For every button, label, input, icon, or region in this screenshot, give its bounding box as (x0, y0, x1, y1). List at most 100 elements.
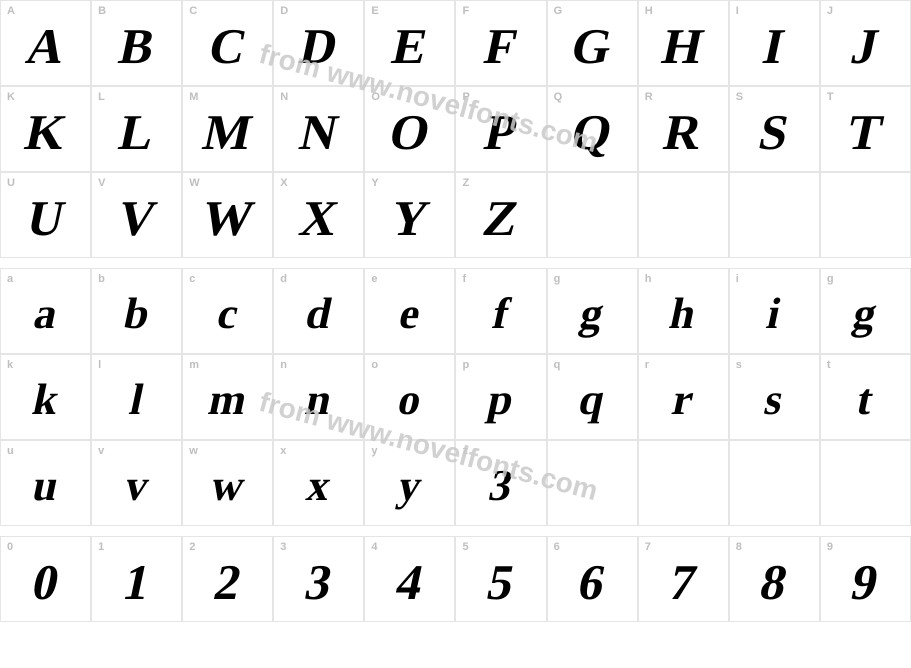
cell-label: v (98, 445, 105, 457)
cell-label: 0 (7, 541, 14, 553)
cell: UU (0, 172, 91, 258)
cell: qq (547, 354, 638, 440)
cell: uu (0, 440, 91, 526)
cell: z3 (455, 440, 546, 526)
cell-label: f (462, 273, 466, 285)
glyph: e (395, 292, 424, 336)
cell: 22 (182, 536, 273, 622)
cell: 99 (820, 536, 911, 622)
cell-label: 4 (371, 541, 378, 553)
cell: BB (91, 0, 182, 86)
cell-label: Y (371, 177, 379, 189)
cell-label: D (280, 5, 288, 17)
glyph: O (385, 107, 435, 157)
cell-label: c (189, 273, 196, 285)
glyph: p (484, 378, 518, 422)
glyph: K (21, 107, 71, 157)
cell: LL (91, 86, 182, 172)
glyph: x (303, 464, 334, 508)
cell: ff (455, 268, 546, 354)
glyph: 9 (848, 557, 884, 607)
cell: ee (364, 268, 455, 354)
cell-blank (638, 440, 729, 526)
glyph: M (199, 107, 257, 157)
cell-label: N (280, 91, 288, 103)
cell-blank (638, 172, 729, 258)
cell: RR (638, 86, 729, 172)
cell-blank (820, 440, 911, 526)
cell: ll (91, 354, 182, 440)
cell-blank (547, 440, 638, 526)
cell: QQ (547, 86, 638, 172)
cell-label: 1 (98, 541, 105, 553)
cell: nn (273, 354, 364, 440)
glyph: 4 (392, 557, 428, 607)
glyph: B (115, 21, 159, 71)
glyph: E (388, 21, 432, 71)
glyph: s (761, 378, 787, 422)
glyph: 3 (301, 557, 337, 607)
cell: FF (455, 0, 546, 86)
cell: ii (729, 268, 820, 354)
glyph: P (480, 107, 521, 157)
cell-label: t (827, 359, 831, 371)
glyph: U (22, 193, 69, 243)
cell-label: 9 (827, 541, 834, 553)
glyph: I (759, 21, 789, 71)
cell-label: 7 (645, 541, 652, 553)
cell-label: X (280, 177, 288, 189)
cell: AA (0, 0, 91, 86)
cell: dd (273, 268, 364, 354)
glyph: v (121, 464, 152, 508)
cell: oo (364, 354, 455, 440)
cell-label: s (736, 359, 743, 371)
glyph: 5 (483, 557, 519, 607)
glyph: f (489, 292, 513, 336)
cell: JJ (820, 0, 911, 86)
row-lower-3: uu vv ww xx yy z3 (0, 440, 911, 526)
glyph: A (22, 21, 69, 71)
glyph: c (213, 292, 242, 336)
cell-label: z (462, 445, 468, 457)
cell: XX (273, 172, 364, 258)
cell-label: J (827, 5, 834, 17)
glyph: V (113, 193, 160, 243)
cell-label: S (736, 91, 744, 103)
glyph: D (295, 21, 342, 71)
cell-label: I (736, 5, 740, 17)
cell-label: Q (554, 91, 563, 103)
glyph: o (394, 378, 425, 422)
glyph: 2 (210, 557, 246, 607)
glyph: b (120, 292, 154, 336)
cell: yy (364, 440, 455, 526)
glyph: N (295, 107, 342, 157)
cell: kk (0, 354, 91, 440)
cell-label: m (189, 359, 199, 371)
cell: SS (729, 86, 820, 172)
glyph: Q (567, 107, 617, 157)
cell-label: y (371, 445, 378, 457)
row-lower-1: aa bb cc dd ee ff gg hh ii gg (0, 268, 911, 354)
cell-label: p (462, 359, 469, 371)
cell-label: d (280, 273, 287, 285)
cell: ss (729, 354, 820, 440)
cell-label: r (645, 359, 650, 371)
cell: 55 (455, 536, 546, 622)
glyph: T (843, 107, 887, 157)
glyph: 6 (574, 557, 610, 607)
cell-label: k (7, 359, 14, 371)
cell-label: T (827, 91, 834, 103)
cell-label: R (645, 91, 653, 103)
cell-label: F (462, 5, 469, 17)
cell: PP (455, 86, 546, 172)
cell-blank (729, 440, 820, 526)
cell-label: C (189, 5, 197, 17)
cell-label: B (98, 5, 106, 17)
cell-label: w (189, 445, 198, 457)
glyph: 1 (119, 557, 155, 607)
row-upper-3: UU VV WW XX YY ZZ (0, 172, 911, 258)
glyph: C (204, 21, 251, 71)
cell-label: l (98, 359, 102, 371)
cell: ww (182, 440, 273, 526)
glyph: W (197, 193, 258, 243)
